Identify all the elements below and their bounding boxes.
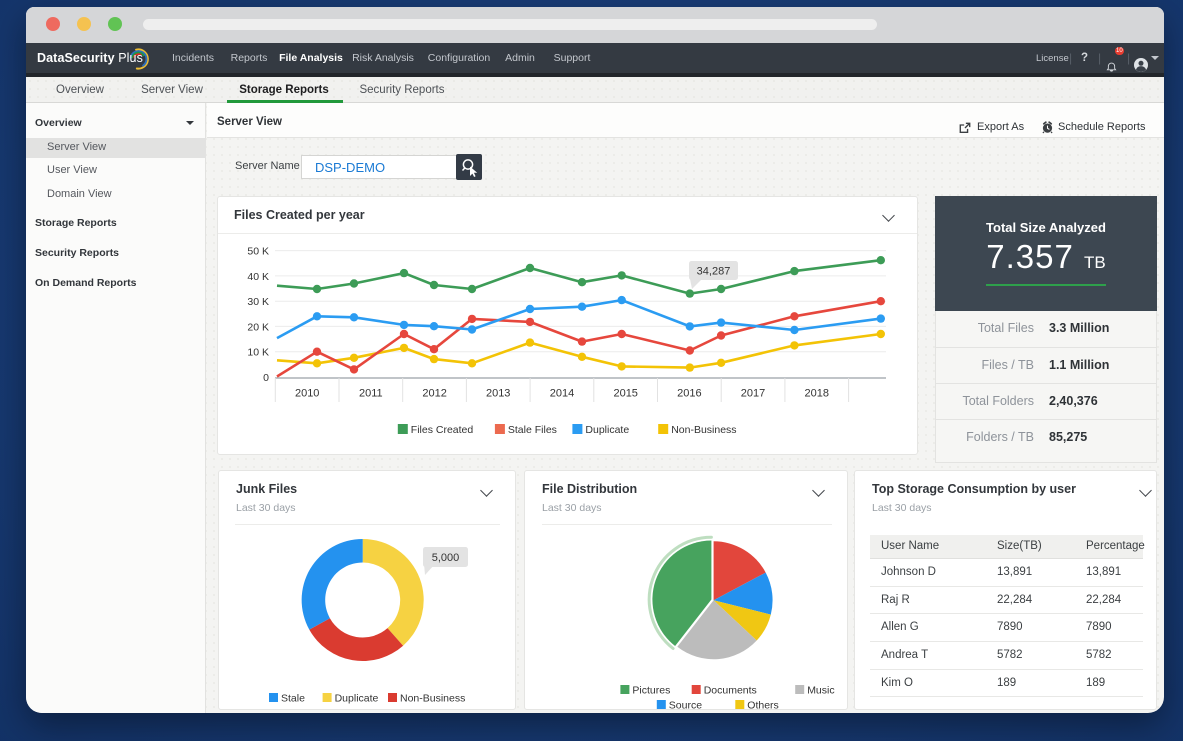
svg-text:Stale Files: Stale Files: [508, 424, 557, 436]
svg-text:Source: Source: [669, 700, 702, 712]
svg-text:2014: 2014: [550, 388, 574, 400]
svg-text:5,000: 5,000: [432, 552, 460, 564]
svg-text:Music: Music: [807, 685, 834, 697]
svg-text:2016: 2016: [677, 388, 701, 400]
svg-text:2012: 2012: [422, 388, 446, 400]
svg-text:Pictures: Pictures: [632, 685, 670, 697]
svg-text:Documents: Documents: [704, 685, 757, 697]
svg-text:20 K: 20 K: [247, 321, 269, 333]
svg-text:Duplicate: Duplicate: [335, 693, 379, 705]
svg-text:34,287: 34,287: [697, 266, 731, 278]
svg-text:2017: 2017: [741, 388, 765, 400]
svg-text:2013: 2013: [486, 388, 510, 400]
svg-text:Files Created: Files Created: [411, 424, 474, 436]
svg-text:Duplicate: Duplicate: [585, 424, 629, 436]
svg-text:Non-Business: Non-Business: [400, 693, 465, 705]
svg-text:0: 0: [263, 372, 269, 384]
svg-text:10 K: 10 K: [247, 347, 269, 359]
svg-text:Stale: Stale: [281, 693, 305, 705]
svg-text:Others: Others: [747, 700, 779, 712]
svg-text:2015: 2015: [613, 388, 637, 400]
svg-text:50 K: 50 K: [247, 246, 269, 258]
svg-text:2010: 2010: [295, 388, 319, 400]
svg-text:Non-Business: Non-Business: [671, 424, 736, 436]
svg-text:30 K: 30 K: [247, 296, 269, 308]
svg-text:2018: 2018: [805, 388, 829, 400]
svg-text:2011: 2011: [359, 388, 383, 400]
svg-text:40 K: 40 K: [247, 271, 269, 283]
